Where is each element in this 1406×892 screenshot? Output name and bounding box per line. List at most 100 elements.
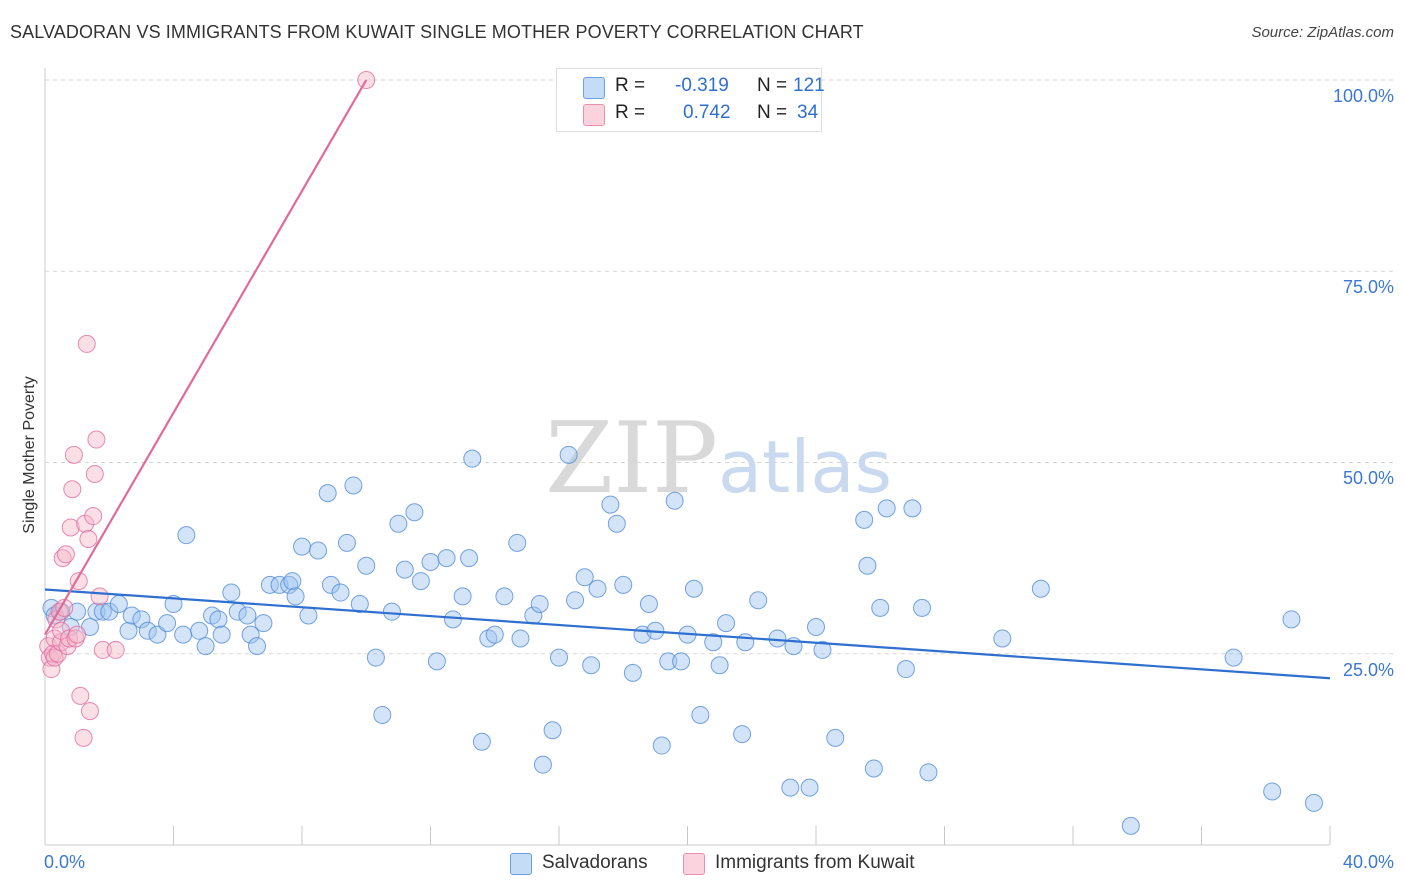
kuwait-point <box>48 644 67 663</box>
salvadoran-point <box>1304 793 1323 812</box>
salvadoran-point <box>652 736 671 755</box>
salvadoran-point <box>566 591 585 610</box>
salvadoran-point <box>318 484 337 503</box>
salvadoran-point <box>321 575 340 594</box>
salvadoran-point <box>919 763 938 782</box>
salvadoran-point <box>1031 579 1050 598</box>
stats-legend: R = -0.319 N = 121 R = 0.742 N = 34 <box>556 68 825 132</box>
salvadoran-point <box>1224 648 1243 667</box>
salvadoran-point <box>437 549 456 568</box>
salvadoran-point <box>222 583 241 602</box>
salvadoran-point <box>421 552 440 571</box>
series-salvadorans <box>42 445 1323 835</box>
salvadoran-point <box>559 445 578 464</box>
salvadoran-point <box>864 759 883 778</box>
salvadoran-point <box>639 595 658 614</box>
salvadoran-point <box>357 556 376 575</box>
kuwait-point <box>56 545 75 564</box>
kuwait-point <box>74 728 93 747</box>
gridlines <box>45 79 1395 655</box>
salvadoran-point <box>248 637 267 656</box>
bottom-legend-swatch-kuwait <box>683 853 705 875</box>
x-tick-label-min: 0.0% <box>44 852 86 872</box>
salvadoran-point <box>717 614 736 633</box>
legend-r-label: R = <box>615 75 646 96</box>
salvadoran-point <box>704 633 723 652</box>
y-tick-label-25: 25.0% <box>1342 660 1394 680</box>
watermark-atlas: atlas <box>718 425 892 509</box>
salvadoran-point <box>93 602 112 621</box>
salvadoran-point <box>463 449 482 468</box>
salvadoran-point <box>405 503 424 522</box>
salvadoran-point <box>807 617 825 636</box>
kuwait-point <box>90 587 109 606</box>
salvadoran-point <box>550 648 568 667</box>
bottom-legend-swatch-salvadorans <box>510 853 532 875</box>
salvadoran-point <box>344 476 363 495</box>
kuwait-point <box>64 445 83 464</box>
salvadoran-point <box>443 610 462 629</box>
salvadoran-point <box>212 625 231 644</box>
salvadoran-point <box>530 595 549 614</box>
salvadoran-point <box>293 537 311 556</box>
legend-n-value: 121 <box>793 75 825 96</box>
salvadoran-point <box>158 614 177 633</box>
salvadoran-point <box>543 721 562 740</box>
salvadoran-point <box>733 725 752 744</box>
salvadoran-point <box>238 606 257 625</box>
kuwait-point <box>63 480 82 499</box>
kuwait-point <box>80 702 99 721</box>
salvadoran-point <box>871 598 890 617</box>
salvadoran-point <box>684 579 703 598</box>
legend-r-value: 0.742 <box>683 102 731 123</box>
legend-swatch-salvadorans <box>583 77 605 99</box>
salvadoran-point <box>903 499 922 518</box>
trend-line-salvadorans <box>44 588 1331 680</box>
trend-lines <box>44 79 1331 680</box>
salvadoran-point <box>665 491 684 510</box>
salvadoran-point <box>736 633 755 652</box>
x-tick-label-max: 40.0% <box>1342 852 1394 872</box>
y-tick-label-50: 50.0% <box>1342 468 1394 488</box>
salvadoran-point <box>896 660 915 679</box>
bottom-legend-label-kuwait: Immigrants from Kuwait <box>715 852 915 873</box>
salvadoran-point <box>148 625 167 644</box>
salvadoran-point <box>174 625 193 644</box>
salvadoran-point <box>813 640 832 659</box>
salvadoran-point <box>607 514 626 533</box>
y-tick-label-100: 100.0% <box>1332 86 1394 106</box>
salvadoran-point <box>337 533 356 552</box>
legend-swatch-kuwait <box>583 104 605 126</box>
salvadoran-point <box>382 602 401 621</box>
kuwait-point <box>71 686 90 705</box>
salvadoran-point <box>100 602 119 621</box>
salvadoran-point <box>299 606 318 625</box>
salvadoran-point <box>241 625 260 644</box>
kuwait-point <box>93 640 112 659</box>
salvadoran-point <box>601 495 620 514</box>
trend-line-kuwait <box>44 79 368 636</box>
salvadoran-point <box>1121 816 1140 835</box>
salvadoran-point <box>331 583 350 602</box>
salvadoran-point <box>582 656 601 675</box>
salvadoran-point <box>177 526 196 545</box>
salvadoran-point <box>710 656 729 675</box>
salvadoran-point <box>855 510 874 529</box>
salvadoran-point <box>993 629 1012 648</box>
salvadoran-point <box>1263 782 1282 801</box>
salvadoran-point <box>254 614 273 633</box>
salvadoran-point <box>411 572 430 591</box>
salvadoran-point <box>119 621 138 640</box>
salvadoran-point <box>749 591 768 610</box>
salvadoran-point <box>858 556 877 575</box>
legend-r-label: R = <box>615 102 646 123</box>
salvadoran-point <box>691 705 710 724</box>
salvadoran-point <box>781 778 800 797</box>
salvadoran-point <box>190 621 209 640</box>
kuwait-point <box>77 334 96 353</box>
salvadoran-point <box>164 595 183 614</box>
y-axis-title: Single Mother Poverty <box>21 376 38 534</box>
salvadoran-point <box>575 568 594 587</box>
salvadoran-point <box>472 732 491 751</box>
